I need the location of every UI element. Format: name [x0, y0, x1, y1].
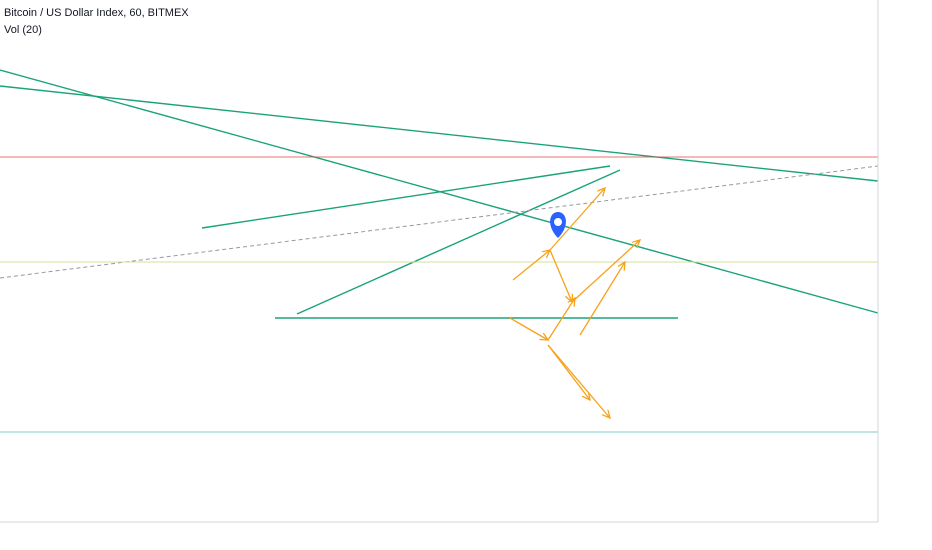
time-axis-bg — [0, 522, 932, 550]
dashed-line — [0, 165, 879, 279]
indicator: Vol (20) — [4, 24, 42, 36]
location-pin-dot — [554, 218, 562, 226]
arrow — [549, 249, 572, 302]
arrow — [512, 250, 550, 281]
arrow — [547, 298, 575, 341]
arrow — [509, 317, 548, 340]
trend-line — [296, 169, 621, 315]
price-axis-bg — [878, 0, 932, 550]
arrow — [547, 344, 590, 400]
trend-line — [0, 85, 879, 182]
arrow — [579, 262, 625, 336]
legend: Bitcoin / US Dollar Index, 60, BITMEX Vo… — [4, 7, 189, 36]
trend-line — [201, 165, 611, 229]
arrow — [549, 188, 605, 251]
arrow — [547, 344, 610, 418]
trend-lines — [0, 69, 879, 433]
arrows — [509, 188, 640, 418]
arrow — [571, 240, 640, 303]
chart-title: Bitcoin / US Dollar Index, 60, BITMEX — [4, 7, 189, 19]
